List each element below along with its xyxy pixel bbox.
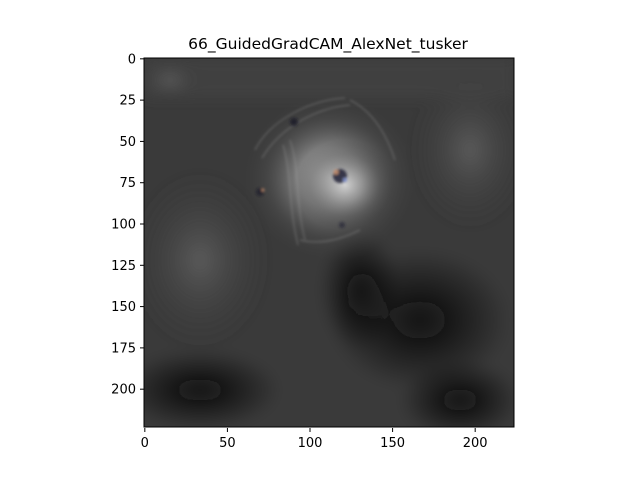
x-tick-label: 200 (463, 436, 488, 451)
x-axis: 0 50 100 150 200 (141, 428, 488, 451)
figure-title: 66_GuidedGradCAM_AlexNet_tusker (188, 35, 468, 54)
x-tick-label: 50 (219, 436, 236, 451)
heatmap-image (144, 58, 514, 427)
axes-frame (143, 57, 515, 428)
y-tick-label: 25 (119, 94, 136, 109)
y-tick-label: 125 (111, 259, 136, 274)
x-tick-label: 100 (298, 436, 323, 451)
y-tick-label: 0 (128, 52, 136, 67)
y-tick-label: 50 (119, 135, 136, 150)
y-tick-label: 175 (111, 341, 136, 356)
y-tick-label: 100 (111, 218, 136, 233)
x-tick-label: 0 (141, 436, 149, 451)
y-axis: 0 25 50 75 100 125 150 175 200 (111, 52, 144, 398)
x-tick-label: 150 (380, 436, 405, 451)
y-tick-label: 75 (119, 176, 136, 191)
y-tick-label: 150 (111, 300, 136, 315)
y-tick-label: 200 (111, 383, 136, 398)
